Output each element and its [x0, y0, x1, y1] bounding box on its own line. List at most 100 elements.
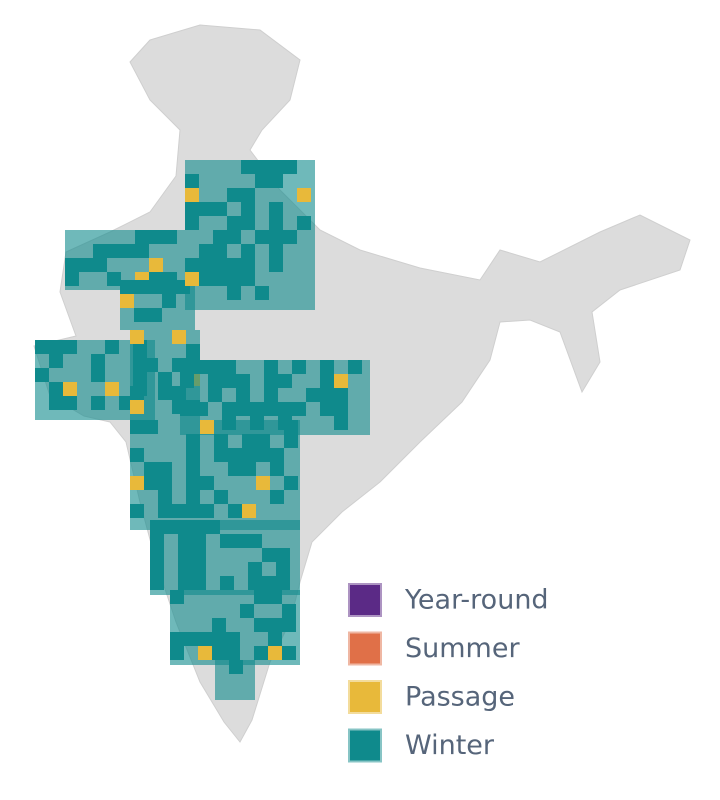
winter-cell — [49, 396, 63, 410]
winter-cell — [282, 618, 296, 632]
winter-cell — [178, 562, 192, 576]
winter-cell — [227, 272, 241, 286]
winter-cell — [150, 576, 164, 590]
winter-cell — [214, 448, 228, 462]
winter-cell — [144, 462, 158, 476]
winter-cell — [192, 576, 206, 590]
winter-cell — [241, 244, 255, 258]
winter-cell — [162, 294, 176, 308]
winter-cell — [278, 402, 292, 416]
winter-cell — [220, 576, 234, 590]
winter-cell — [192, 520, 206, 534]
winter-cell — [262, 548, 276, 562]
winter-cell — [269, 216, 283, 230]
grid-cells — [35, 160, 370, 700]
legend-label: Passage — [405, 682, 515, 713]
winter-cell — [135, 244, 149, 258]
winter-cell — [49, 340, 63, 354]
winter-cell — [240, 604, 254, 618]
winter-cell — [144, 420, 158, 434]
winter-cell — [242, 434, 256, 448]
winter-cell — [283, 160, 297, 174]
winter-cell — [63, 340, 77, 354]
winter-cell — [256, 448, 270, 462]
winter-cell — [227, 216, 241, 230]
winter-cell — [282, 646, 296, 660]
winter-cell — [250, 402, 264, 416]
winter-cell — [213, 202, 227, 216]
winter-cell — [35, 340, 49, 354]
winter-cell — [185, 174, 199, 188]
winter-cell — [150, 520, 164, 534]
winter-cell — [320, 374, 334, 388]
winter-cell — [227, 230, 241, 244]
winter-cell — [241, 188, 255, 202]
winter-cell — [255, 160, 269, 174]
winter-cell — [269, 230, 283, 244]
winter-cell — [255, 286, 269, 300]
winter-cell — [144, 476, 158, 490]
legend-swatch — [348, 680, 382, 714]
legend: Year-round Summer Passage Winter — [348, 583, 549, 763]
winter-cell — [158, 476, 172, 490]
passage-cell — [172, 330, 186, 344]
winter-cell — [213, 272, 227, 286]
winter-cell — [49, 382, 63, 396]
winter-cell — [255, 174, 269, 188]
winter-cell — [269, 174, 283, 188]
winter-cell — [320, 360, 334, 374]
winter-cell — [248, 576, 262, 590]
winter-cell — [268, 590, 282, 604]
winter-cell — [213, 258, 227, 272]
legend-swatch — [348, 728, 382, 763]
winter-cell — [236, 374, 250, 388]
winter-cell — [158, 386, 172, 400]
winter-cell — [186, 490, 200, 504]
passage-cell — [185, 188, 199, 202]
winter-cell — [234, 534, 248, 548]
winter-cell — [135, 230, 149, 244]
winter-cell — [158, 462, 172, 476]
winter-cell — [130, 386, 144, 400]
winter-cell — [206, 520, 220, 534]
winter-cell — [222, 360, 236, 374]
winter-cell — [172, 504, 186, 518]
passage-cell — [242, 504, 256, 518]
winter-cell — [270, 462, 284, 476]
passage-cell — [130, 330, 144, 344]
winter-cell — [178, 576, 192, 590]
winter-cell — [91, 354, 105, 368]
winter-cell — [292, 360, 306, 374]
winter-cell — [254, 590, 268, 604]
winter-cell — [276, 562, 290, 576]
winter-cell — [248, 562, 262, 576]
winter-cell — [130, 448, 144, 462]
winter-cell — [264, 388, 278, 402]
passage-cell — [256, 476, 270, 490]
legend-label: Summer — [405, 633, 520, 664]
winter-cell — [199, 272, 213, 286]
winter-cell — [270, 448, 284, 462]
winter-cell — [144, 358, 158, 372]
legend-label: Winter — [405, 730, 495, 761]
passage-cell — [130, 400, 144, 414]
winter-cell — [255, 230, 269, 244]
winter-cell — [93, 258, 107, 272]
winter-cell — [213, 230, 227, 244]
winter-cell — [194, 402, 208, 416]
passage-cell — [297, 188, 311, 202]
winter-cell — [158, 504, 172, 518]
winter-cell — [49, 354, 63, 368]
winter-cell — [214, 434, 228, 448]
winter-cell — [334, 388, 348, 402]
passage-cell — [130, 476, 144, 490]
winter-cell — [334, 416, 348, 430]
winter-cell — [283, 230, 297, 244]
winter-cell — [306, 388, 320, 402]
winter-cell — [208, 388, 222, 402]
winter-cell — [222, 402, 236, 416]
winter-cell — [268, 632, 282, 646]
winter-cell — [162, 280, 176, 294]
winter-cell — [134, 280, 148, 294]
winter-cell — [178, 548, 192, 562]
